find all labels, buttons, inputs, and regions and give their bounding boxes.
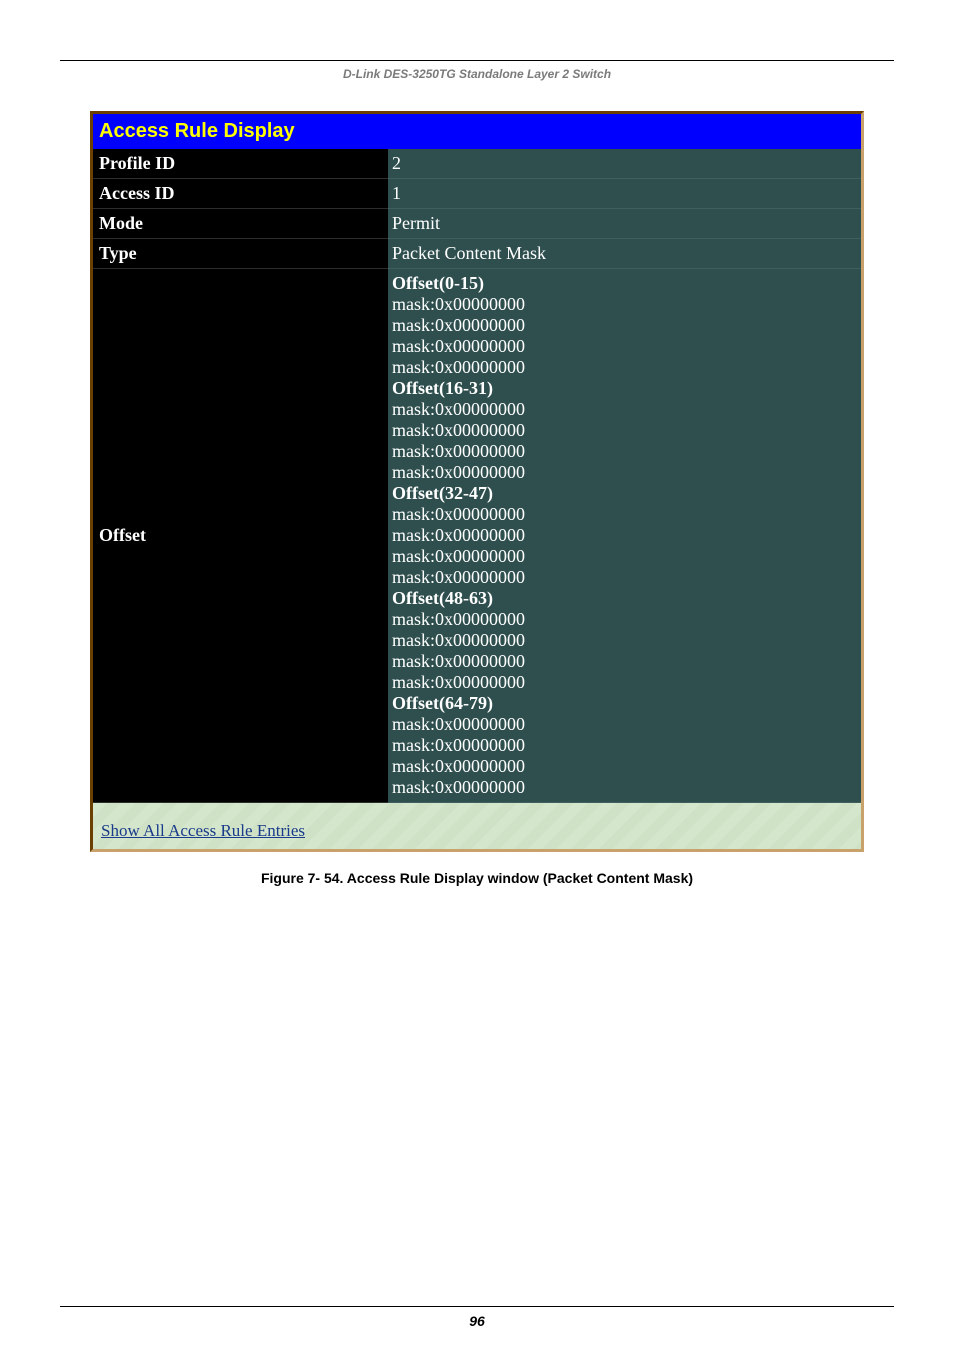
offset-group-header: Offset(48-63)	[392, 588, 857, 609]
value-offset: Offset(0-15) mask:0x00000000 mask:0x0000…	[388, 269, 861, 803]
value-type: Packet Content Mask	[388, 239, 861, 269]
offset-mask: mask:0x00000000	[392, 336, 857, 357]
offset-mask: mask:0x00000000	[392, 567, 857, 588]
document-page: D-Link DES-3250TG Standalone Layer 2 Swi…	[0, 60, 954, 1329]
offset-mask: mask:0x00000000	[392, 294, 857, 315]
offset-mask: mask:0x00000000	[392, 756, 857, 777]
row-access-id: Access ID 1	[93, 179, 861, 209]
offset-mask: mask:0x00000000	[392, 777, 857, 798]
figure-caption: Figure 7- 54. Access Rule Display window…	[0, 870, 954, 886]
offset-mask: mask:0x00000000	[392, 420, 857, 441]
offset-group-header: Offset(0-15)	[392, 273, 857, 294]
row-offset: Offset Offset(0-15) mask:0x00000000 mask…	[93, 269, 861, 803]
footer-rule	[60, 1306, 894, 1307]
label-mode: Mode	[93, 209, 388, 239]
offset-group-header: Offset(16-31)	[392, 378, 857, 399]
page-number: 96	[0, 1313, 954, 1329]
offset-mask: mask:0x00000000	[392, 525, 857, 546]
access-rule-panel: Access Rule Display Profile ID 2 Access …	[90, 111, 864, 852]
offset-mask: mask:0x00000000	[392, 357, 857, 378]
header-rule	[60, 60, 894, 61]
row-profile-id: Profile ID 2	[93, 149, 861, 179]
panel-title: Access Rule Display	[93, 114, 861, 149]
offset-mask: mask:0x00000000	[392, 714, 857, 735]
label-type: Type	[93, 239, 388, 269]
value-access-id: 1	[388, 179, 861, 209]
row-type: Type Packet Content Mask	[93, 239, 861, 269]
panel-footer: Show All Access Rule Entries	[93, 803, 861, 849]
value-mode: Permit	[388, 209, 861, 239]
offset-mask: mask:0x00000000	[392, 630, 857, 651]
row-mode: Mode Permit	[93, 209, 861, 239]
offset-mask: mask:0x00000000	[392, 546, 857, 567]
offset-mask: mask:0x00000000	[392, 504, 857, 525]
offset-mask: mask:0x00000000	[392, 399, 857, 420]
label-offset: Offset	[93, 269, 388, 803]
label-access-id: Access ID	[93, 179, 388, 209]
value-profile-id: 2	[388, 149, 861, 179]
offset-group-header: Offset(32-47)	[392, 483, 857, 504]
offset-mask: mask:0x00000000	[392, 735, 857, 756]
offset-mask: mask:0x00000000	[392, 651, 857, 672]
offset-mask: mask:0x00000000	[392, 609, 857, 630]
offset-mask: mask:0x00000000	[392, 672, 857, 693]
offset-mask: mask:0x00000000	[392, 462, 857, 483]
label-profile-id: Profile ID	[93, 149, 388, 179]
offset-group-header: Offset(64-79)	[392, 693, 857, 714]
page-footer: 96	[0, 1306, 954, 1329]
offset-mask: mask:0x00000000	[392, 315, 857, 336]
show-all-entries-link[interactable]: Show All Access Rule Entries	[101, 821, 305, 840]
offset-mask: mask:0x00000000	[392, 441, 857, 462]
document-header: D-Link DES-3250TG Standalone Layer 2 Swi…	[0, 67, 954, 81]
access-rule-table: Profile ID 2 Access ID 1 Mode Permit Typ…	[93, 149, 861, 803]
